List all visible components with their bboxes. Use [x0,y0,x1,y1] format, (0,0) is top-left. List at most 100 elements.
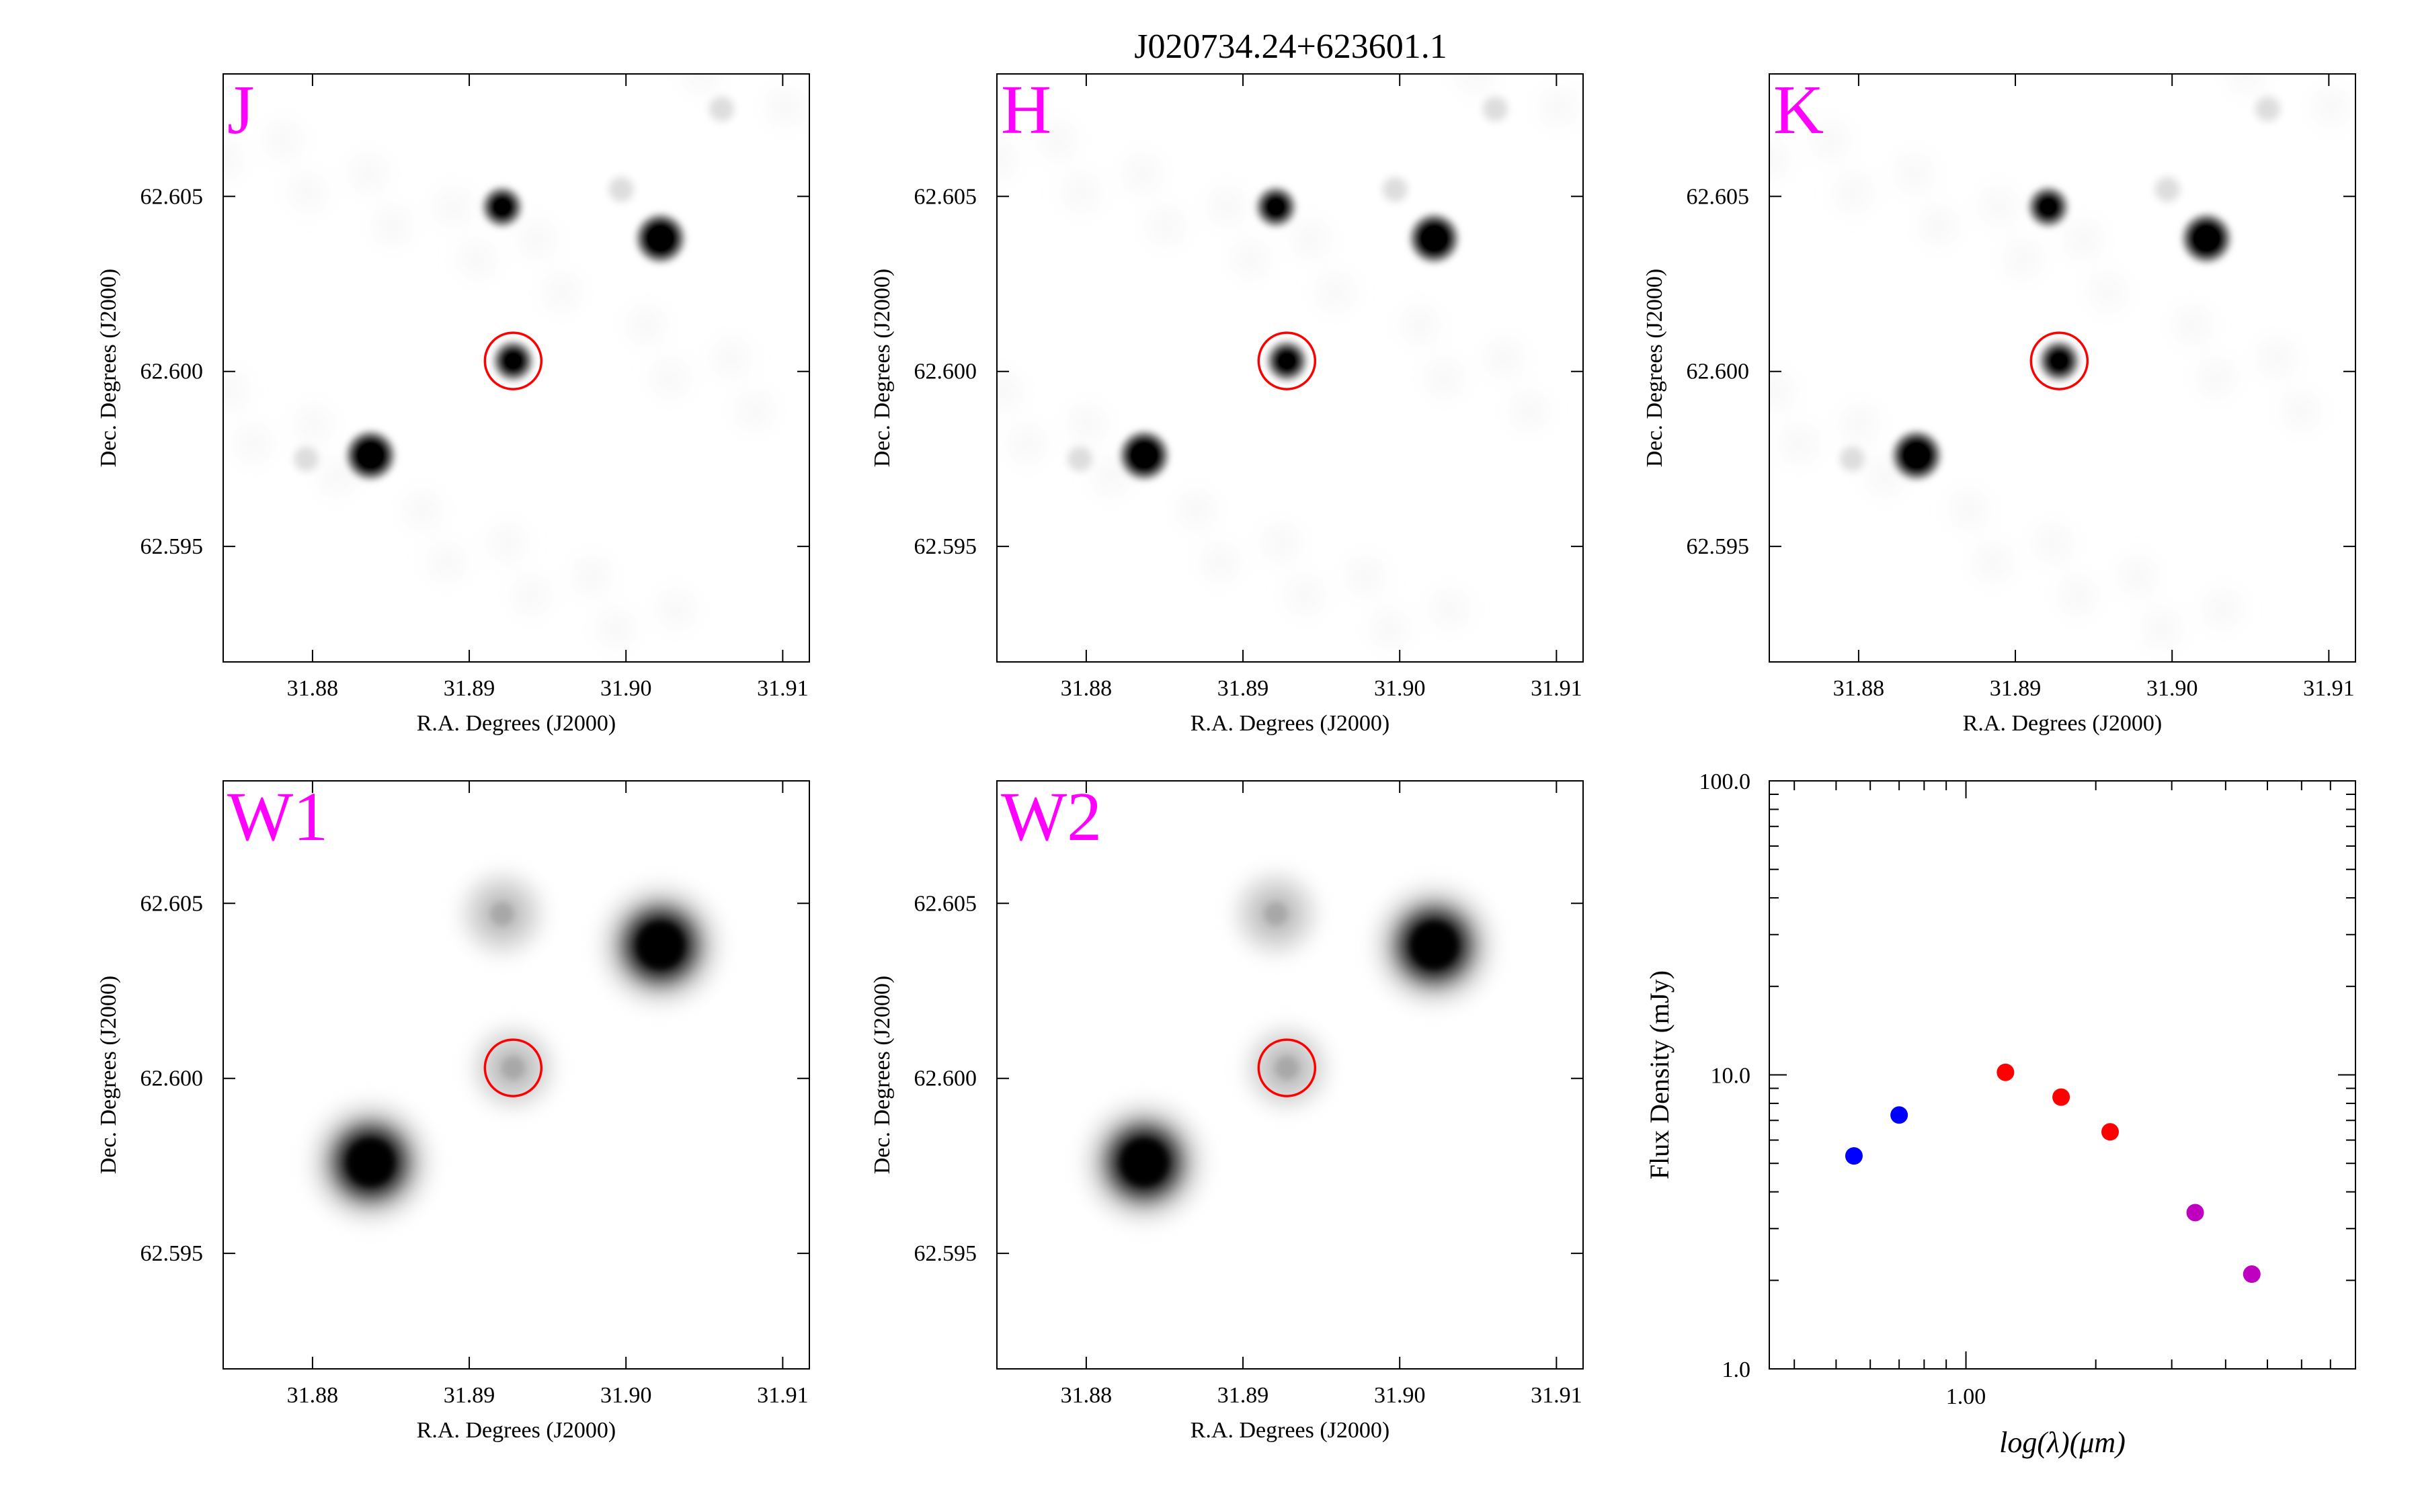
star-source [1896,435,1937,476]
band-label: K [1773,71,1824,149]
ra-tick-label: 31.88 [1061,1383,1113,1408]
sed-y-axis-label: Flux Density (mJy) [1644,970,1675,1179]
star-source [1124,435,1165,476]
star-source [296,448,317,469]
dec-tick-label: 62.600 [1687,360,1750,384]
star-source [1271,345,1303,377]
ra-tick-label: 31.88 [1833,676,1885,701]
band-label: J [227,71,254,149]
cutout-panel-j: 31.88 31.89 31.90 31.91 62.595 62.600 62.605 R.… [96,71,810,736]
ra-axis-label: R.A. Degrees (J2000) [1191,711,1390,736]
ra-tick-label: 31.89 [444,676,495,701]
target-circle [1257,1038,1317,1097]
sed-point [1845,1147,1863,1165]
dec-tick-label: 62.605 [140,891,204,916]
ra-tick-label: 31.90 [2146,676,2198,701]
cutout-panel-k: 31.88 31.89 31.90 31.91 62.595 62.600 62.605 R.… [1642,71,2356,736]
ra-tick-label: 31.88 [287,676,339,701]
dec-tick-label: 62.605 [914,891,977,916]
ra-axis-label: R.A. Degrees (J2000) [417,711,616,736]
y-tick-label: 10.0 [1711,1064,1751,1089]
star-source [497,345,529,377]
sky-image [997,74,1574,644]
star-source [2257,99,2278,120]
dec-tick-label: 62.600 [140,1066,204,1091]
target-circle [1257,331,1317,390]
ra-tick-label: 31.89 [1217,676,1269,701]
x-tick-label: 1.00 [1946,1384,1986,1409]
star-source [1121,1139,1168,1185]
sky-image [223,74,801,644]
star-source [2033,191,2064,222]
ra-tick-label: 31.91 [1531,1383,1582,1408]
cutout-panel-h: 31.88 31.89 31.90 31.91 62.595 62.600 62.605 R.… [870,71,1584,736]
sed-plot: 1.0 10.0 100.0 1.00 log(λ)(μm) Flux Density (… [1644,769,2356,1459]
ra-tick-label: 31.90 [600,1383,652,1408]
ra-axis-label: R.A. Degrees (J2000) [417,1418,616,1443]
ra-tick-label: 31.90 [1374,676,1426,701]
star-source [1264,902,1288,925]
ra-tick-label: 31.91 [757,676,809,701]
star-source [348,1139,394,1185]
dec-axis-label: Dec. Degrees (J2000) [870,976,895,1175]
star-source [501,1056,525,1080]
dec-tick-label: 62.595 [914,1241,977,1266]
star-source [611,179,632,200]
ra-axis-label: R.A. Degrees (J2000) [1191,1418,1390,1443]
star-source [2186,218,2227,259]
dec-tick-label: 62.595 [140,534,204,559]
star-source [350,435,391,476]
sky-image [1769,74,2347,644]
star-source [637,922,684,968]
dec-axis-label: Dec. Degrees (J2000) [96,269,121,468]
dec-axis-label: Dec. Degrees (J2000) [870,269,895,468]
panel-frame [1769,73,2356,663]
band-label: H [1001,71,1051,149]
star-source [1385,179,1406,200]
target-circle [2029,331,2089,390]
dec-axis-label: Dec. Degrees (J2000) [1642,269,1667,468]
cutout-panel-w1: 31.88 31.89 31.90 31.91 62.595 62.600 62.605 R.… [96,778,810,1443]
star-source [487,191,518,222]
ra-tick-label: 31.89 [1217,1383,1269,1408]
star-source [1414,218,1455,259]
panel-frame [996,73,1584,663]
ra-tick-label: 31.91 [1531,676,1582,701]
cutout-panel-w2: 31.88 31.89 31.90 31.91 62.595 62.600 62.605 R.… [870,778,1584,1443]
band-label: W2 [1001,778,1102,855]
ra-tick-label: 31.91 [2303,676,2355,701]
sed-point [2186,1204,2204,1222]
ra-tick-label: 31.88 [1061,676,1113,701]
dec-tick-label: 62.600 [140,360,204,384]
ra-axis-label: R.A. Degrees (J2000) [1963,711,2163,736]
star-source [640,218,681,259]
ra-tick-label: 31.90 [600,676,652,701]
figure-title: J020734.24+623601.1 [1134,28,1447,66]
star-source [2157,179,2178,200]
sky-image [311,873,720,1222]
panel-frame [223,780,810,1370]
star-source [491,902,514,925]
sed-point [1890,1106,1908,1124]
ra-tick-label: 31.90 [1374,1383,1426,1408]
dec-tick-label: 62.600 [914,360,977,384]
star-source [1485,99,1506,120]
ra-tick-label: 31.91 [757,1383,809,1408]
cutout-panels: 31.88 31.89 31.90 31.91 62.595 62.600 62.605 R.… [96,71,2356,1443]
dec-tick-label: 62.595 [140,1241,204,1266]
star-source [1275,1056,1299,1080]
star-source [2044,345,2075,377]
star-source [1260,191,1292,222]
dec-tick-label: 62.605 [914,184,977,209]
dec-tick-label: 62.595 [914,534,977,559]
y-tick-label: 1.0 [1722,1357,1751,1382]
dec-tick-label: 62.605 [140,184,204,209]
sed-point [2101,1123,2120,1141]
target-circle [483,1038,543,1097]
star-source [1842,448,1863,469]
ra-tick-label: 31.89 [444,1383,495,1408]
panel-frame [996,780,1584,1370]
dec-tick-label: 62.600 [914,1066,977,1091]
y-tick-label: 100.0 [1699,769,1751,794]
